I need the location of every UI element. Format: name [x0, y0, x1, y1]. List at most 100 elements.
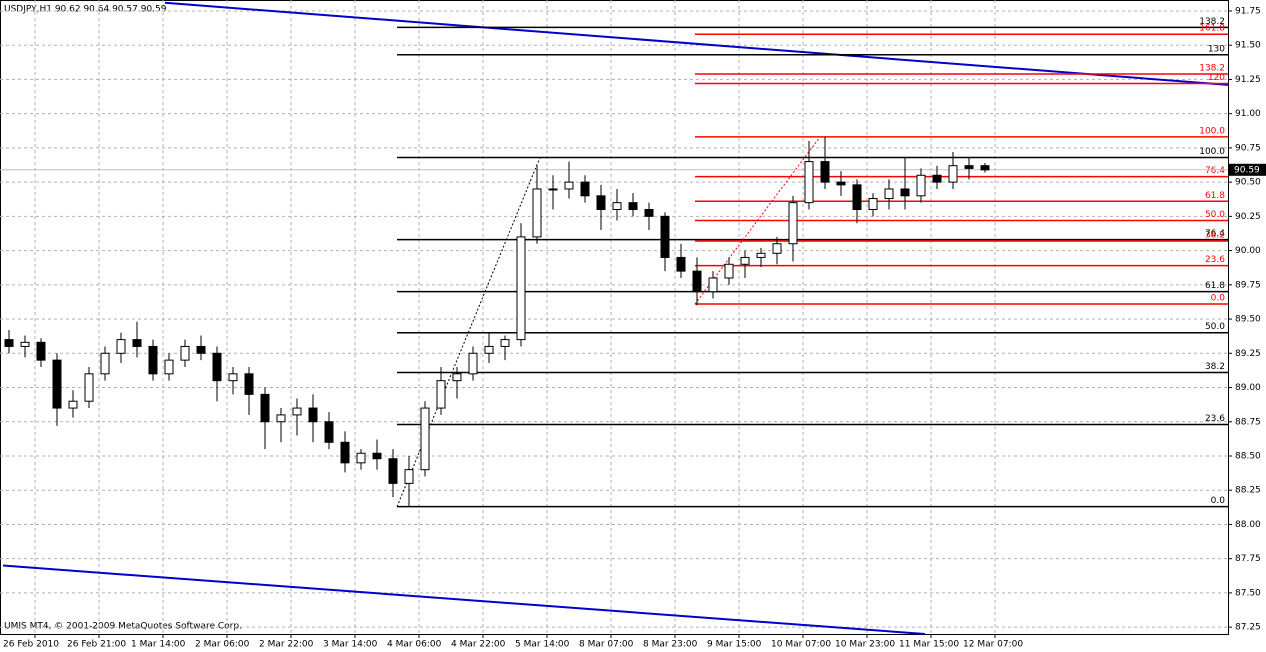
candle-body: [516, 236, 526, 341]
candle-body: [868, 198, 878, 211]
x-tick-label: 26 Feb 21:00: [67, 640, 126, 650]
candle-body: [292, 407, 302, 416]
candle-body: [468, 352, 478, 375]
candle-body: [132, 339, 142, 347]
fibo-label: 120: [1208, 73, 1225, 83]
candle-body: [164, 359, 174, 375]
candle-body: [644, 209, 654, 217]
fibo-label: 138.2: [1199, 17, 1225, 27]
y-tick-label: 90.00: [1235, 246, 1261, 256]
candle-body: [52, 359, 62, 409]
y-tick-label: 90.75: [1235, 143, 1261, 153]
x-tick-label: 4 Mar 22:00: [451, 640, 506, 650]
candle-body: [260, 393, 270, 423]
candle-body: [100, 352, 110, 375]
fibo-label: 76.4: [1205, 229, 1225, 239]
y-tick-label: 89.75: [1235, 280, 1261, 290]
x-tick-label: 10 Mar 23:00: [835, 640, 895, 650]
candle-body: [324, 421, 334, 443]
y-tick-label: 89.50: [1235, 315, 1261, 325]
fibo-label: 100.0: [1199, 147, 1225, 157]
candle-body: [180, 345, 190, 361]
candle-body: [900, 188, 910, 197]
grid: [0, 0, 1228, 634]
candle-body: [116, 339, 126, 354]
fibo-label: 38.2: [1205, 362, 1225, 372]
x-tick-label: 5 Mar 14:00: [515, 640, 570, 650]
candle-body: [596, 195, 606, 211]
y-tick-label: 88.25: [1235, 486, 1261, 496]
fibo-label: 161.8: [1199, 24, 1225, 34]
x-tick-label: 26 Feb 2010: [3, 640, 59, 650]
x-tick-label: 11 Mar 15:00: [899, 640, 959, 650]
candle-body: [484, 345, 494, 354]
candle-body: [948, 165, 958, 183]
candle-body: [564, 181, 574, 190]
candle-body: [452, 373, 462, 382]
fibo-label: 138.2: [1199, 63, 1225, 73]
last-price-box: [1229, 163, 1266, 176]
fibo-label: 0.0: [1211, 293, 1226, 303]
candle-body: [228, 373, 238, 382]
candle-body: [68, 400, 78, 409]
fibo-label: 50.0: [1205, 322, 1225, 332]
trendline: [2, 564, 926, 635]
last-price-label: 90.59: [1234, 165, 1260, 175]
chart-title: USDJPY,H1 90.62 90.64 90.57 90.59: [4, 5, 167, 15]
y-tick-label: 91.50: [1235, 41, 1261, 51]
candle-body: [244, 373, 254, 395]
candle-body: [884, 188, 894, 200]
fibo-label: 50.0: [1205, 210, 1225, 220]
candle-body: [708, 277, 718, 293]
fibo-label: 23.6: [1205, 255, 1225, 265]
y-tick-label: 91.75: [1235, 6, 1261, 16]
candle-body: [788, 202, 798, 245]
candle-body: [612, 202, 622, 211]
candle-body: [548, 188, 558, 191]
x-tick-label: 12 Mar 07:00: [963, 640, 1023, 650]
y-tick-label: 88.00: [1235, 520, 1261, 530]
candle-body: [356, 452, 366, 464]
y-tick-label: 90.50: [1235, 178, 1261, 188]
y-tick-label: 87.50: [1235, 588, 1261, 598]
candle-body: [212, 352, 222, 382]
x-tick-label: 2 Mar 06:00: [195, 640, 250, 650]
candle-body: [340, 441, 350, 464]
y-tick-label: 91.25: [1235, 75, 1261, 85]
y-tick-label: 90.25: [1235, 212, 1261, 222]
x-tick-label: 4 Mar 06:00: [387, 640, 442, 650]
candle-body: [836, 181, 846, 186]
x-tick-label: 2 Mar 22:00: [259, 640, 314, 650]
copyright: UMIS MT4, © 2001-2009 MetaQuotes Softwar…: [4, 622, 242, 632]
candle-body: [804, 161, 814, 204]
candle-body: [20, 341, 30, 347]
y-tick-label: 91.00: [1235, 109, 1261, 119]
candle-body: [532, 188, 542, 238]
candle-body: [756, 252, 766, 258]
candle-body: [820, 161, 830, 183]
candle-body: [740, 256, 750, 265]
candle-body: [628, 202, 638, 211]
fibo-label: 61.8: [1205, 191, 1225, 201]
candle-body: [436, 380, 446, 409]
candle-body: [580, 181, 590, 197]
y-tick-label: 87.75: [1235, 554, 1261, 564]
candle-body: [404, 469, 414, 484]
candle-body: [4, 339, 14, 347]
candle-body: [308, 407, 318, 423]
y-tick-label: 89.25: [1235, 349, 1261, 359]
candle-body: [420, 407, 430, 471]
x-tick-label: 8 Mar 23:00: [643, 640, 698, 650]
candle-body: [84, 373, 94, 402]
candle-body: [692, 270, 702, 293]
fibo-label: 38.2: [1205, 231, 1225, 241]
x-tick-label: 10 Mar 07:00: [771, 640, 831, 650]
candle-body: [36, 341, 46, 361]
fibo-label: 100.0: [1199, 126, 1225, 136]
candle-body: [372, 452, 382, 460]
candle-body: [676, 256, 686, 272]
candle-body: [500, 339, 510, 347]
candle-body: [852, 184, 862, 211]
